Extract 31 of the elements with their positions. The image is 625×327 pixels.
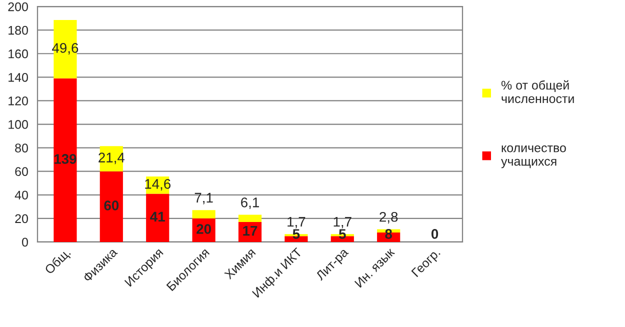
legend-label: количество учащихся: [501, 145, 566, 168]
y-tick-label: 0: [22, 238, 28, 247]
y-tick-label: 200: [8, 2, 28, 12]
data-label: 7,1: [194, 192, 213, 204]
bar: [238, 214, 262, 222]
y-tick-label: 60: [15, 167, 28, 176]
data-label: 41: [150, 212, 165, 222]
y-tick-label: 100: [8, 120, 28, 129]
data-label: 139: [54, 154, 76, 164]
data-label: 20: [196, 224, 211, 234]
y-tick-label: 80: [15, 144, 28, 152]
legend-label: % от общей численности: [501, 80, 574, 104]
data-label: 6,1: [241, 198, 259, 209]
y-tick-label: 40: [14, 190, 28, 200]
bar: [146, 194, 170, 242]
y-tick-label: 160: [8, 49, 28, 58]
data-label: 60: [104, 200, 119, 210]
y-tick-label: 120: [8, 96, 28, 106]
data-label: 5: [292, 229, 300, 239]
bar: [100, 171, 123, 242]
y-tick-label: 140: [8, 72, 28, 82]
data-label: 17: [243, 226, 258, 236]
bar: [192, 210, 216, 218]
x-tick-label: Общ.: [44, 248, 73, 276]
data-label: 5: [338, 229, 346, 239]
data-label: 0: [431, 229, 438, 239]
y-tick-label: 180: [8, 26, 28, 35]
bar: [54, 78, 77, 242]
data-label: 1,7: [334, 216, 352, 228]
y-tick-label: 20: [15, 214, 28, 224]
data-label: 1,7: [288, 216, 306, 228]
